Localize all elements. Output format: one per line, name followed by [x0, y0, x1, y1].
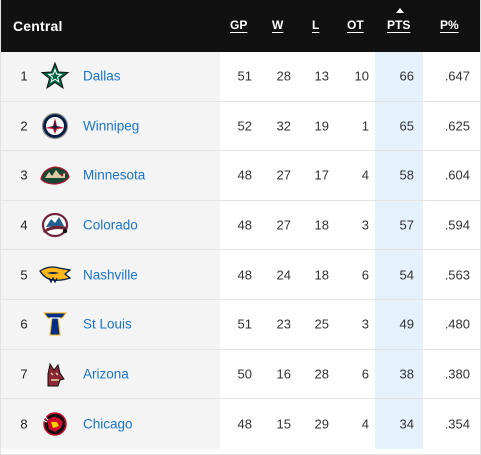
team-link[interactable]: Minnesota	[83, 167, 146, 183]
rank: 5	[20, 267, 28, 283]
gp-value: 48	[237, 167, 252, 183]
gp-value: 48	[237, 267, 252, 283]
column-header-pts[interactable]: PTS	[387, 18, 411, 32]
gp-value: 50	[237, 366, 252, 382]
table-row: 4 Colorado 48 27 18 3 57 .594	[1, 200, 480, 251]
w-value: 23	[276, 316, 291, 332]
column-header-l[interactable]: L	[312, 18, 320, 32]
minnesota-wild-logo-icon	[40, 166, 70, 186]
table-row: 8 Chicago 48 15 29 4 34 .354	[1, 399, 480, 449]
l-value: 25	[314, 316, 329, 332]
pts-value: 54	[399, 267, 414, 283]
pct-value: .563	[444, 267, 470, 283]
ot-value: 3	[361, 316, 369, 332]
rank: 1	[20, 68, 28, 84]
colorado-avalanche-logo-icon	[41, 212, 69, 238]
rank: 4	[20, 217, 28, 233]
table-row: 7 Arizona 50 16 28 6 38 .380	[1, 349, 480, 400]
division-title: Central	[13, 18, 63, 34]
arizona-coyotes-logo-icon	[47, 362, 65, 387]
nashville-predators-logo-icon	[39, 266, 71, 284]
rank: 2	[20, 118, 28, 134]
l-value: 17	[314, 167, 329, 183]
standings-rows: 1 Dallas 51 28 13 10 66 .647 2 W	[1, 52, 480, 449]
winnipeg-jets-logo-icon	[41, 112, 69, 139]
team-link[interactable]: Nashville	[83, 267, 138, 283]
sort-ascending-icon	[396, 8, 404, 13]
gp-value: 48	[237, 416, 252, 432]
chicago-blackhawks-logo-icon	[42, 412, 67, 436]
table-row: 2 Winnipeg 52 32 19 1 65 .625	[1, 101, 480, 152]
w-value: 15	[276, 416, 291, 432]
table-row: 1 Dallas 51 28 13 10 66 .647	[1, 52, 480, 102]
pct-value: .647	[444, 68, 470, 84]
gp-value: 51	[237, 68, 252, 84]
w-value: 16	[276, 366, 291, 382]
ot-value: 10	[354, 68, 369, 84]
gp-value: 51	[237, 316, 252, 332]
pct-value: .594	[444, 217, 470, 233]
dallas-stars-logo-icon	[40, 62, 70, 90]
rank: 3	[20, 167, 28, 183]
pct-value: .625	[444, 118, 470, 134]
pct-value: .480	[444, 316, 470, 332]
w-value: 27	[276, 217, 291, 233]
w-value: 27	[276, 167, 291, 183]
pts-value: 58	[399, 167, 414, 183]
ot-value: 4	[361, 416, 369, 432]
pts-value: 38	[399, 366, 414, 382]
pts-value: 57	[399, 217, 414, 233]
rank: 7	[20, 366, 28, 382]
team-link[interactable]: Chicago	[83, 416, 133, 432]
ot-value: 1	[361, 118, 369, 134]
pts-value: 49	[399, 316, 414, 332]
table-header: Central GP W L OT PTS P%	[1, 0, 480, 52]
l-value: 29	[314, 416, 329, 432]
table-row: 3 Minnesota 48 27 17 4 58 .604	[1, 151, 480, 201]
team-link[interactable]: Arizona	[83, 366, 129, 382]
pts-value: 65	[399, 118, 414, 134]
column-header-pct[interactable]: P%	[440, 18, 459, 32]
l-value: 18	[314, 267, 329, 283]
column-header-ot[interactable]: OT	[347, 18, 364, 32]
team-link[interactable]: Winnipeg	[83, 118, 140, 134]
ot-value: 6	[361, 267, 369, 283]
pct-value: .354	[444, 416, 470, 432]
pts-value: 34	[399, 416, 414, 432]
pts-value: 66	[399, 68, 414, 84]
ot-value: 6	[361, 366, 369, 382]
table-row: 6 St Louis 51 23 25 3 49 .480	[1, 299, 480, 350]
ot-value: 3	[361, 217, 369, 233]
gp-value: 52	[237, 118, 252, 134]
pct-value: .380	[444, 366, 470, 382]
team-link[interactable]: Colorado	[83, 217, 138, 233]
st-louis-blues-logo-icon	[42, 312, 68, 336]
team-link[interactable]: Dallas	[83, 68, 121, 84]
l-value: 18	[314, 217, 329, 233]
l-value: 13	[314, 68, 329, 84]
rank: 6	[20, 316, 28, 332]
rank: 8	[20, 416, 28, 432]
w-value: 28	[276, 68, 291, 84]
table-row: 5 Nashville 48 24 18 6 54 .563	[1, 250, 480, 300]
l-value: 19	[314, 118, 329, 134]
team-link[interactable]: St Louis	[83, 316, 132, 332]
w-value: 24	[276, 267, 291, 283]
w-value: 32	[276, 118, 291, 134]
l-value: 28	[314, 366, 329, 382]
pct-value: .604	[444, 167, 470, 183]
column-header-w[interactable]: W	[272, 18, 284, 32]
ot-value: 4	[361, 167, 369, 183]
column-header-gp[interactable]: GP	[230, 18, 248, 32]
gp-value: 48	[237, 217, 252, 233]
